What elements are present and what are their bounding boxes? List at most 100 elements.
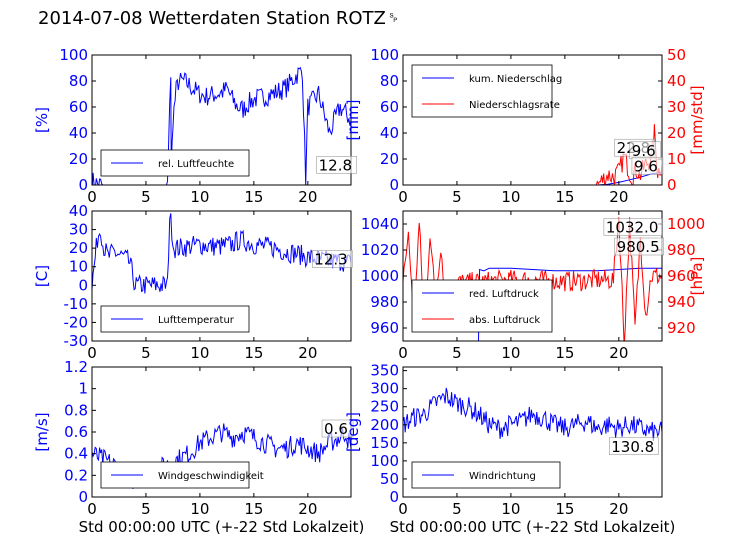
y-right-tick-label-precip: 20 (667, 124, 686, 142)
legend-label-precip: Niederschlagsrate (469, 100, 560, 111)
y-tick-label-direction: 300 (370, 380, 399, 398)
annotation-label-direction: 130.8 (611, 438, 654, 456)
y-tick-label-humidity: 0 (78, 176, 88, 194)
legend-box-direction (411, 461, 561, 489)
x-tick-label-humidity: 20 (298, 188, 317, 206)
legend-label-pressure: abs. Luftdruck (469, 315, 540, 326)
annotation-label-humidity: 12.8 (319, 156, 352, 174)
annotation-box-precip (631, 157, 664, 175)
y-tick-label-temperature: 20 (69, 239, 88, 257)
y-axis-label-temperature: [C] (33, 265, 51, 287)
y-tick-label-pressure: 980 (370, 293, 399, 311)
y-tick-label-humidity: 80 (69, 72, 88, 90)
plot-frame-direction (402, 366, 663, 498)
x-tick-label-wind: 0 (87, 500, 97, 518)
annotation-box-temperature (312, 250, 353, 268)
y-tick-label-precip: 0 (389, 176, 399, 194)
x-tick-label-humidity: 15 (244, 188, 263, 206)
x-tick-label-precip: 10 (501, 188, 520, 206)
annotation-label-pressure: 1032.0 (606, 219, 659, 237)
legend-label-wind: Windgeschwindigkeit (158, 471, 264, 482)
x-tick-label-precip: 15 (555, 188, 574, 206)
y-tick-label-humidity: 100 (59, 46, 88, 64)
y-tick-label-precip: 80 (380, 72, 399, 90)
y-tick-label-temperature: -20 (64, 313, 89, 331)
legend-box-wind (100, 461, 250, 489)
y-right-tick-label-precip: 0 (667, 176, 677, 194)
annotation-box-direction (609, 437, 659, 456)
x-tick-label-precip: 20 (609, 188, 628, 206)
x-tick-label-direction: 10 (501, 500, 520, 518)
y-tick-label-direction: 200 (370, 416, 399, 434)
y-right-tick-label-precip: 30 (667, 98, 686, 116)
annotation-label-pressure: 980.5 (617, 238, 660, 256)
y-axis-label-direction: [deg] (344, 412, 362, 452)
y-right-tick-label-precip: 50 (667, 46, 686, 64)
y-tick-label-humidity: 60 (69, 98, 88, 116)
y-axis-label-wind: [m/s] (33, 412, 51, 451)
y-tick-label-precip: 100 (370, 46, 399, 64)
x-tick-label-wind: 15 (244, 500, 263, 518)
series-line-temperature-0 (92, 213, 351, 294)
plot-frame-precip (402, 54, 663, 186)
y-tick-label-precip: 20 (380, 150, 399, 168)
x-tick-label-pressure: 20 (609, 344, 628, 362)
y-right-tick-label-pressure: 920 (667, 319, 696, 337)
legend-box-precip (411, 64, 553, 118)
x-tick-label-pressure: 5 (452, 344, 462, 362)
y-tick-label-temperature: 0 (78, 276, 88, 294)
x-tick-label-pressure: 15 (555, 344, 574, 362)
plot-frame-humidity (91, 54, 352, 186)
y-right-tick-label-pressure: 980 (667, 241, 696, 259)
series-line-precip-0 (403, 172, 662, 185)
figure-title: 2014-07-08 Wetterdaten Station ROTZ␠ (38, 8, 401, 29)
x-tick-label-temperature: 20 (298, 344, 317, 362)
y-tick-label-direction: 100 (370, 452, 399, 470)
x-tick-label-pressure: 10 (501, 344, 520, 362)
x-tick-label-direction: 15 (555, 500, 574, 518)
series-line-humidity-0 (92, 66, 351, 185)
y-right-tick-label-precip: 40 (667, 72, 686, 90)
plot-frame-temperature (91, 210, 352, 342)
y-tick-label-direction: 50 (380, 470, 399, 488)
x-tick-label-direction: 0 (398, 500, 408, 518)
x-tick-label-pressure: 0 (398, 344, 408, 362)
y-right-axis-label-pressure: [hPa] (688, 257, 706, 296)
series-line-pressure-0 (403, 267, 662, 341)
x-axis-label: Std 00:00:00 UTC (+-22 Std Lokalzeit) (79, 518, 365, 536)
y-tick-label-temperature: 40 (69, 202, 88, 220)
y-tick-label-temperature: 10 (69, 258, 88, 276)
x-tick-label-temperature: 10 (190, 344, 209, 362)
y-tick-label-wind: 0.6 (64, 423, 88, 441)
legend-label-precip: kum. Niederschlag (469, 74, 562, 85)
x-tick-label-direction: 20 (609, 500, 628, 518)
y-tick-label-precip: 60 (380, 98, 399, 116)
y-tick-label-wind: 1.2 (64, 358, 88, 376)
annotation-label-wind: 0.6 (324, 420, 348, 438)
series-line-direction-0 (403, 387, 662, 442)
y-tick-label-humidity: 40 (69, 124, 88, 142)
legend-label-pressure: red. Luftdruck (469, 289, 539, 300)
y-tick-label-wind: 1 (78, 380, 88, 398)
annotation-box-humidity (316, 156, 357, 174)
y-right-tick-label-pressure: 1000 (667, 215, 705, 233)
y-tick-label-direction: 350 (370, 362, 399, 380)
y-tick-label-wind: 0.4 (64, 445, 88, 463)
y-tick-label-temperature: -30 (64, 332, 89, 350)
legend-box-pressure (411, 279, 553, 333)
x-axis-label: Std 00:00:00 UTC (+-22 Std Lokalzeit) (390, 518, 676, 536)
x-tick-label-precip: 0 (398, 188, 408, 206)
annotation-label-temperature: 12.3 (314, 250, 347, 268)
y-axis-label-humidity: [%] (33, 107, 51, 133)
x-tick-label-humidity: 10 (190, 188, 209, 206)
x-tick-label-precip: 5 (452, 188, 462, 206)
y-right-tick-label-pressure: 960 (667, 267, 696, 285)
legend-label-humidity: rel. Luftfeuchte (158, 159, 234, 170)
x-tick-label-humidity: 5 (141, 188, 151, 206)
x-tick-label-wind: 20 (298, 500, 317, 518)
legend-label-direction: Windrichtung (469, 471, 536, 482)
x-tick-label-temperature: 15 (244, 344, 263, 362)
x-tick-label-direction: 5 (452, 500, 462, 518)
annotation-box-pressure (614, 237, 664, 256)
